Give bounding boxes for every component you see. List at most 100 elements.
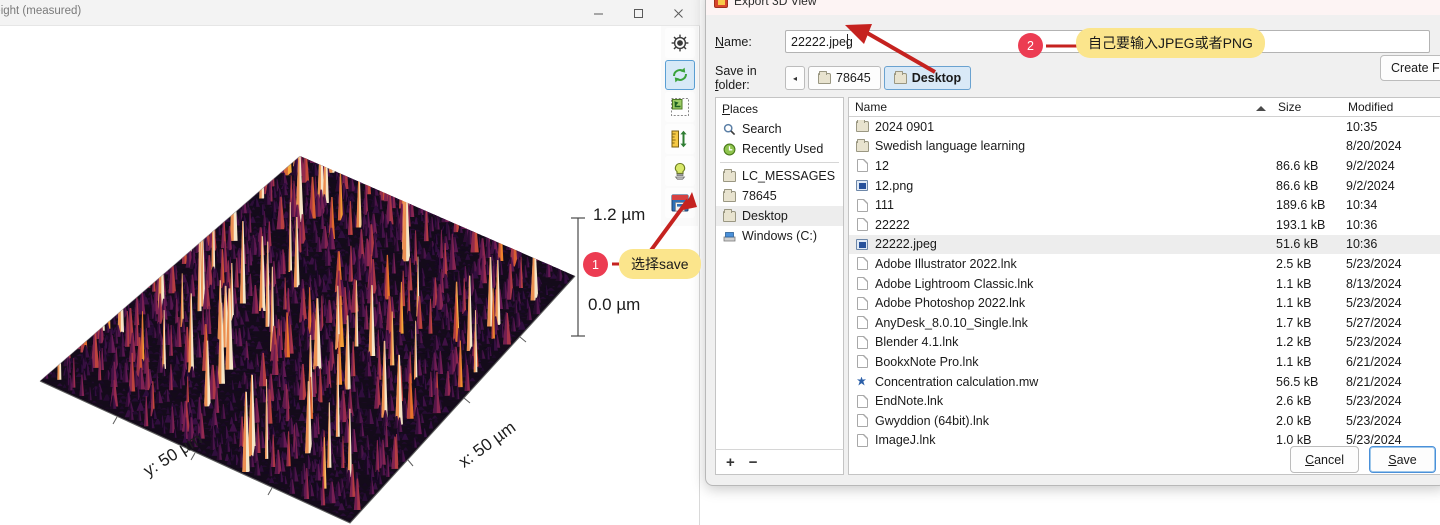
file-name-label: ImageJ.lnk — [875, 433, 936, 448]
file-modified-cell: 5/23/2024 — [1346, 394, 1402, 409]
table-row[interactable]: 111 189.6 kB 10:34 — [849, 195, 1440, 215]
file-name-cell: 12.png — [849, 179, 1276, 193]
place-item[interactable]: LC_MESSAGES — [716, 166, 843, 186]
column-header-name[interactable]: Name — [849, 100, 1276, 114]
doc-icon — [855, 433, 869, 447]
file-list[interactable]: Name Size Modified 2024 0901 10:35 Swedish… — [848, 97, 1440, 475]
table-row[interactable]: Adobe Lightroom Classic.lnk 1.1 kB 8/13/20… — [849, 274, 1440, 294]
rotate-icon[interactable] — [664, 60, 695, 90]
table-row[interactable]: Gwyddion (64bit).lnk 2.0 kB 5/23/2024 — [849, 411, 1440, 431]
place-item[interactable]: Desktop — [716, 206, 843, 226]
create-folder-button[interactable]: Create Folder — [1380, 55, 1440, 81]
doc-icon — [855, 414, 869, 428]
file-name-cell: Swedish language learning — [849, 139, 1276, 153]
text-caret — [847, 34, 848, 49]
annotation-bubble-1: 选择save — [619, 249, 701, 279]
place-item[interactable]: Windows (C:) — [716, 226, 843, 246]
folder-icon — [855, 119, 869, 133]
file-name-cell: Concentration calculation.mw — [849, 375, 1276, 389]
breadcrumb-label: 78645 — [836, 71, 871, 85]
table-row[interactable]: Adobe Photoshop 2022.lnk 1.1 kB 5/23/2024 — [849, 293, 1440, 313]
file-name-cell: EndNote.lnk — [849, 394, 1276, 408]
file-name-label: Blender 4.1.lnk — [875, 335, 959, 350]
table-row[interactable]: EndNote.lnk 2.6 kB 5/23/2024 — [849, 391, 1440, 411]
table-row[interactable]: Concentration calculation.mw 56.5 kB 8/21/… — [849, 372, 1440, 392]
light-bulb-icon[interactable] — [664, 156, 695, 186]
image-file-icon — [856, 180, 868, 192]
save-icon[interactable] — [664, 188, 695, 218]
surface-plot-3d[interactable]: y: 50 µm x: 50 µm — [0, 26, 662, 525]
file-modified-cell: 8/13/2024 — [1346, 276, 1402, 291]
breadcrumb-78645[interactable]: 78645 — [808, 66, 881, 90]
file-size-cell: 1.2 kB — [1276, 335, 1312, 350]
table-row[interactable]: BookxNote Pro.lnk 1.1 kB 6/21/2024 — [849, 352, 1440, 372]
file-name-cell: AnyDesk_8.0.10_Single.lnk — [849, 316, 1276, 330]
file-size-cell: 2.0 kB — [1276, 413, 1312, 428]
document-icon — [856, 198, 868, 212]
document-icon — [856, 355, 868, 369]
table-row[interactable]: 2024 0901 10:35 — [849, 117, 1440, 137]
ruler-icon[interactable] — [664, 124, 695, 154]
table-row[interactable]: ImageJ.lnk 1.0 kB 5/23/2024 — [849, 431, 1440, 451]
document-icon — [856, 414, 868, 428]
sort-ascending-icon — [1256, 106, 1266, 111]
folder-icon — [855, 119, 869, 133]
table-row[interactable]: AnyDesk_8.0.10_Single.lnk 1.7 kB 5/27/2024 — [849, 313, 1440, 333]
breadcrumb-back-button[interactable]: ◂ — [785, 66, 805, 90]
table-row[interactable]: Blender 4.1.lnk 1.2 kB 5/23/2024 — [849, 333, 1440, 353]
save-in-folder-row: Save in folder: ◂ 78645 Desktop — [715, 64, 974, 92]
annotation-bubble-2: 自己要输入JPEG或者PNG — [1076, 28, 1265, 58]
column-header-size[interactable]: Size — [1278, 100, 1302, 114]
table-row[interactable]: Adobe Illustrator 2022.lnk 2.5 kB 5/23/202… — [849, 254, 1440, 274]
minimize-icon[interactable] — [578, 0, 618, 26]
maximize-icon[interactable] — [618, 0, 658, 26]
file-modified-cell: 9/2/2024 — [1346, 178, 1395, 193]
place-item[interactable]: 78645 — [716, 186, 843, 206]
doc-icon — [855, 296, 869, 310]
view-settings-icon[interactable] — [664, 28, 695, 58]
folder-icon — [722, 168, 736, 182]
column-header-modified[interactable]: Modified — [1348, 100, 1394, 114]
file-name-label: Adobe Illustrator 2022.lnk — [875, 256, 1017, 271]
file-name-label: 12.png — [875, 178, 914, 193]
table-row[interactable]: Swedish language learning 8/20/2024 — [849, 137, 1440, 157]
file-size-cell: 1.1 kB — [1276, 354, 1312, 369]
table-row[interactable]: 12.png 86.6 kB 9/2/2024 — [849, 176, 1440, 196]
add-place-button[interactable]: + — [726, 453, 735, 471]
file-modified-cell: 5/23/2024 — [1346, 296, 1402, 311]
place-item-label: Windows (C:) — [742, 229, 818, 243]
file-name-cell: ImageJ.lnk — [849, 433, 1276, 447]
search-icon — [723, 123, 735, 135]
document-icon — [856, 218, 868, 232]
doc-icon — [855, 316, 869, 330]
scale-icon[interactable] — [664, 92, 695, 122]
file-name-cell: 111 — [849, 198, 1276, 212]
folder-icon — [722, 188, 736, 202]
file-name-cell: 12 — [849, 159, 1276, 173]
document-icon — [856, 277, 868, 291]
table-row[interactable]: 12 86.6 kB 9/2/2024 — [849, 156, 1440, 176]
file-name-label: 22222 — [875, 217, 910, 232]
doc-icon — [855, 257, 869, 271]
places-panel: Places Search Recently Used LC_MESSAGES 786… — [715, 97, 844, 457]
table-row[interactable]: 22222.jpeg 51.6 kB 10:36 — [849, 234, 1440, 255]
table-row[interactable]: 22222 193.1 kB 10:36 — [849, 215, 1440, 235]
save-in-folder-label: Save in folder: — [715, 64, 757, 92]
file-name-label: Adobe Lightroom Classic.lnk — [875, 276, 1034, 291]
close-icon[interactable] — [658, 0, 698, 26]
remove-place-button[interactable]: − — [748, 453, 758, 471]
place-item[interactable]: Search — [716, 119, 843, 139]
places-footer: + − — [715, 449, 844, 475]
drive-icon — [723, 231, 735, 241]
breadcrumb-desktop[interactable]: Desktop — [883, 66, 972, 90]
file-name-label: Adobe Photoshop 2022.lnk — [875, 296, 1026, 311]
maple-file-icon — [856, 376, 868, 388]
file-modified-cell: 9/2/2024 — [1346, 158, 1395, 173]
folder-icon — [893, 70, 907, 84]
place-item[interactable]: Recently Used — [716, 139, 843, 159]
place-item-label: Search — [742, 122, 782, 136]
file-modified-cell: 10:36 — [1346, 237, 1378, 252]
doc-icon — [855, 277, 869, 291]
